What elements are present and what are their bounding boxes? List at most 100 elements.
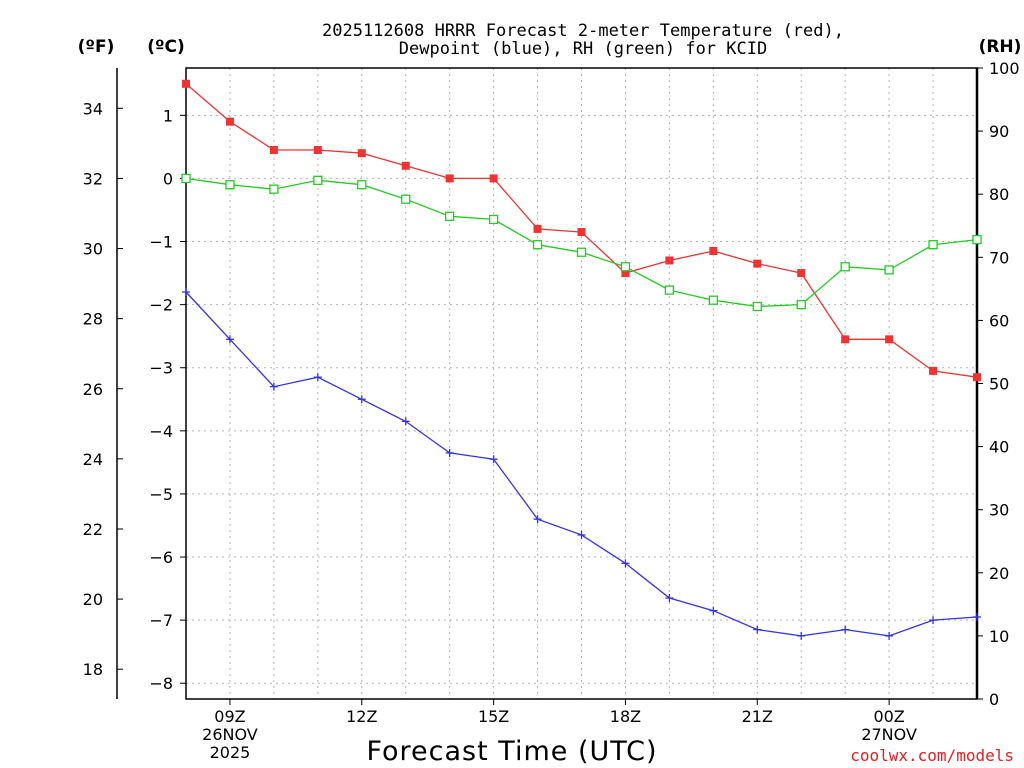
rh-point xyxy=(928,240,938,250)
fahrenheit-tick-label: 34 xyxy=(83,99,103,118)
rh-point xyxy=(840,262,850,272)
dewpoint-point xyxy=(182,288,190,297)
temperature-point xyxy=(621,269,630,278)
rh-tick-label: 70 xyxy=(989,248,1009,267)
x-tick-label: 27NOV xyxy=(861,725,917,744)
axes: 10−1−2−3−4−5−6−7−83432302826242220180102… xyxy=(83,59,1020,762)
rh-point xyxy=(181,173,191,184)
rh-tick-label: 90 xyxy=(989,122,1009,141)
dewpoint-point xyxy=(577,530,586,539)
rh-tick-label: 40 xyxy=(989,438,1009,457)
dewpoint-point xyxy=(533,515,542,524)
fahrenheit-tick-label: 30 xyxy=(83,240,103,259)
dewpoint-point xyxy=(973,612,981,621)
temperature-point xyxy=(313,146,322,155)
rh-point xyxy=(313,175,323,185)
x-tick-label: 18Z xyxy=(610,707,641,726)
x-tick-label: 15Z xyxy=(478,707,509,726)
rh-point xyxy=(225,180,235,190)
dewpoint-point xyxy=(401,417,410,426)
dewpoint-point xyxy=(753,625,762,634)
rh-point xyxy=(357,180,367,190)
rh-tick-label: 50 xyxy=(989,375,1009,394)
temperature-point xyxy=(841,335,850,344)
fahrenheit-tick-label: 32 xyxy=(83,169,103,188)
celsius-unit-label: (ºC) xyxy=(147,37,185,57)
x-tick-label: 21Z xyxy=(742,707,773,726)
series-temperature xyxy=(182,79,981,382)
data-series xyxy=(181,79,982,640)
fahrenheit-tick-label: 22 xyxy=(83,520,103,539)
rh-tick-label: 10 xyxy=(989,627,1009,646)
celsius-tick-label: −3 xyxy=(149,359,173,378)
temperature-point xyxy=(885,335,894,344)
temperature-point xyxy=(445,174,454,183)
celsius-tick-label: 0 xyxy=(163,169,173,188)
rh-point xyxy=(708,295,718,305)
series-dewpoint xyxy=(182,288,981,640)
fahrenheit-tick-label: 18 xyxy=(83,660,103,679)
celsius-tick-label: −4 xyxy=(149,422,173,441)
dewpoint-point xyxy=(489,455,498,464)
dewpoint-point xyxy=(797,631,806,640)
temperature-point xyxy=(533,224,542,233)
rh-point xyxy=(620,262,631,272)
dewpoint-point xyxy=(885,631,894,640)
temperature-point xyxy=(225,117,234,126)
x-tick-label: 09Z xyxy=(214,707,245,726)
x-tick-label: 00Z xyxy=(873,707,904,726)
rh-tick-label: 100 xyxy=(989,59,1020,78)
rh-point xyxy=(664,285,675,295)
temperature-point xyxy=(182,79,190,88)
temperature-point xyxy=(929,366,938,375)
rh-point xyxy=(401,194,411,204)
rh-point xyxy=(445,211,455,221)
fahrenheit-tick-label: 28 xyxy=(83,310,103,329)
rh-tick-label: 60 xyxy=(989,311,1009,330)
dewpoint-point xyxy=(709,606,718,615)
celsius-tick-label: −6 xyxy=(149,548,173,567)
celsius-tick-label: −7 xyxy=(149,611,173,630)
dewpoint-point xyxy=(357,395,366,404)
dewpoint-point xyxy=(225,335,234,344)
temperature-point xyxy=(709,246,718,255)
rh-unit-label: (RH) xyxy=(979,37,1022,57)
x-axis-title: Forecast Time (UTC) xyxy=(366,736,657,767)
chart-title-line1: 2025112608 HRRR Forecast 2-meter Tempera… xyxy=(322,21,844,41)
dewpoint-point xyxy=(445,448,454,457)
watermark: coolwx.com/models xyxy=(850,746,1014,765)
dewpoint-point xyxy=(621,559,630,568)
temperature-point xyxy=(401,161,410,170)
dewpoint-point xyxy=(841,625,850,634)
rh-point xyxy=(488,214,499,225)
temperature-point xyxy=(577,228,586,237)
celsius-tick-label: −2 xyxy=(149,296,173,315)
celsius-tick-label: −8 xyxy=(149,674,173,693)
rh-point xyxy=(269,184,279,194)
rh-point xyxy=(972,234,982,245)
fahrenheit-tick-label: 20 xyxy=(83,590,103,609)
series-rh xyxy=(181,173,982,312)
temperature-point xyxy=(797,269,806,278)
x-tick-label: 26NOV xyxy=(202,725,258,744)
rh-tick-label: 80 xyxy=(989,185,1009,204)
chart-title-line2: Dewpoint (blue), RH (green) for KCID xyxy=(399,39,767,59)
temperature-point xyxy=(665,256,674,265)
celsius-tick-label: −5 xyxy=(149,485,173,504)
fahrenheit-tick-label: 26 xyxy=(83,380,103,399)
rh-point xyxy=(796,299,806,310)
x-tick-label: 12Z xyxy=(346,707,377,726)
dewpoint-point xyxy=(665,594,674,603)
fahrenheit-tick-label: 24 xyxy=(83,450,103,469)
celsius-tick-label: −1 xyxy=(149,233,173,252)
celsius-tick-label: 1 xyxy=(163,106,173,125)
temperature-point xyxy=(973,373,981,382)
x-tick-label: 2025 xyxy=(210,743,251,762)
dewpoint-point xyxy=(929,616,938,625)
rh-tick-label: 0 xyxy=(989,690,999,709)
rh-point xyxy=(884,265,894,275)
rh-tick-label: 30 xyxy=(989,501,1009,520)
rh-point xyxy=(752,301,762,312)
temperature-point xyxy=(489,174,498,183)
